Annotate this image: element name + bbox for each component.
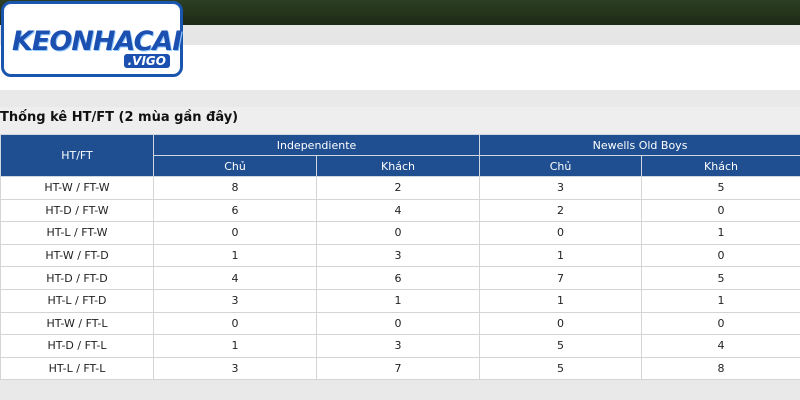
cell-value: 0 — [479, 311, 643, 336]
logo-text: KEONHACAI — [12, 26, 182, 57]
cell-value: 1 — [153, 243, 317, 268]
cell-value: 0 — [641, 311, 800, 336]
data-row: HT-D / FT-W 6 4 2 0 — [0, 198, 800, 223]
cell-value: 0 — [153, 311, 317, 336]
nav-band — [0, 25, 800, 45]
subheader: Chủ — [153, 155, 317, 177]
cell-value: 3 — [479, 176, 643, 200]
team-header: Independiente — [152, 134, 481, 156]
cell-value: 1 — [641, 221, 800, 245]
cell-value: 0 — [153, 221, 317, 245]
header-row: HT/FT Independiente Newells Old Boys — [0, 134, 800, 177]
row-label: HT-L / FT-D — [0, 288, 154, 313]
logo[interactable]: KEONHACAI .VIGO — [1, 1, 183, 77]
cell-value: 0 — [315, 311, 481, 336]
row-label: HT-L / FT-W — [0, 221, 154, 245]
cell-value: 4 — [641, 334, 800, 358]
cell-value: 1 — [153, 334, 317, 358]
cell-value: 5 — [641, 266, 800, 290]
cell-value: 0 — [315, 221, 481, 245]
cell-value: 6 — [315, 266, 481, 290]
data-row: HT-L / FT-W 0 0 0 1 — [0, 221, 800, 245]
cell-value: 0 — [641, 243, 800, 268]
data-row: HT-D / FT-L 1 3 5 4 — [0, 334, 800, 358]
subheader: Khách — [641, 155, 800, 177]
cell-value: 6 — [153, 198, 317, 223]
logo-subtext: .VIGO — [123, 54, 170, 68]
data-row: HT-D / FT-D 4 6 7 5 — [0, 266, 800, 290]
cell-value: 8 — [153, 176, 317, 200]
table-head: HT/FT Independiente Newells Old Boys Chủ Khá… — [0, 134, 800, 177]
cell-value: 5 — [479, 356, 643, 381]
cell-value: 3 — [153, 288, 317, 313]
subheader: Chủ — [479, 155, 643, 177]
cell-value: 4 — [315, 198, 481, 223]
gap-band — [0, 90, 800, 107]
cell-value: 3 — [315, 334, 481, 358]
cell-value: 0 — [479, 221, 643, 245]
row-label: HT-W / FT-L — [0, 311, 154, 336]
data-row: HT-W / FT-D 1 3 1 0 — [0, 243, 800, 268]
data-row: HT-W / FT-L 0 0 0 0 — [0, 311, 800, 336]
corner-header: HT/FT — [0, 134, 154, 177]
row-label: HT-D / FT-W — [0, 198, 154, 223]
title-band — [0, 107, 800, 134]
team-header: Newells Old Boys — [479, 134, 800, 156]
row-label: HT-D / FT-L — [0, 334, 154, 358]
cell-value: 1 — [641, 288, 800, 313]
data-row: HT-L / FT-D 3 1 1 1 — [0, 288, 800, 313]
row-label: HT-W / FT-D — [0, 243, 154, 268]
cell-value: 5 — [479, 334, 643, 358]
cell-value: 2 — [315, 176, 481, 200]
cell-value: 7 — [315, 356, 481, 381]
row-label: HT-L / FT-L — [0, 356, 154, 381]
row-label: HT-W / FT-W — [0, 176, 154, 200]
cell-value: 7 — [479, 266, 643, 290]
cell-value: 3 — [315, 243, 481, 268]
cell-value: 1 — [479, 288, 643, 313]
cell-value: 3 — [153, 356, 317, 381]
stats-table: HT/FT Independiente Newells Old Boys Chủ Khá… — [0, 134, 800, 381]
subheader: Khách — [315, 155, 481, 177]
table-body: HT-W / FT-W 8 2 3 5 HT-D / FT-W 6 4 2 0 HT-L / FT-… — [0, 176, 800, 381]
data-row: HT-L / FT-L 3 7 5 8 — [0, 356, 800, 381]
cell-value: 2 — [479, 198, 643, 223]
section-title: Thống kê HT/FT (2 mùa gần đây) — [0, 110, 239, 125]
data-row: HT-W / FT-W 8 2 3 5 — [0, 176, 800, 200]
cell-value: 1 — [315, 288, 481, 313]
cell-value: 0 — [641, 198, 800, 223]
cell-value: 5 — [641, 176, 800, 200]
cell-value: 8 — [641, 356, 800, 381]
cell-value: 4 — [153, 266, 317, 290]
subheader-row: Chủ Khách Chủ Khách — [1, 155, 800, 177]
cell-value: 1 — [479, 243, 643, 268]
row-label: HT-D / FT-D — [0, 266, 154, 290]
